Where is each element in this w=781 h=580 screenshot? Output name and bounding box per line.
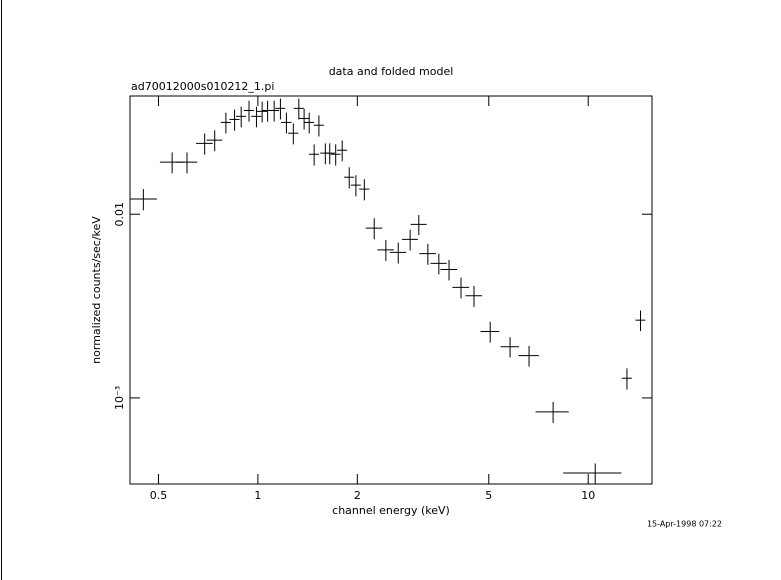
y-axis-label: normalized counts/sec/keV (90, 216, 103, 364)
x-tick-label: 5 (485, 489, 492, 502)
marks (130, 98, 646, 484)
x-tick-label: 1 (254, 489, 261, 502)
x-tick-label: 2 (354, 489, 361, 502)
timestamp: 15-Apr-1998 07:22 (647, 520, 722, 529)
x-tick-label: 0.5 (150, 489, 168, 502)
chart-subtitle: ad70012000s010212_1.pi (131, 80, 274, 93)
chart-title: data and folded model (329, 65, 454, 78)
y-tick-label: 10⁻³ (113, 386, 126, 410)
y-tick-label: 0.01 (113, 202, 126, 227)
x-tick-label: 10 (581, 489, 595, 502)
x-axis-label: channel energy (keV) (332, 504, 450, 517)
plot-frame (129, 95, 653, 485)
